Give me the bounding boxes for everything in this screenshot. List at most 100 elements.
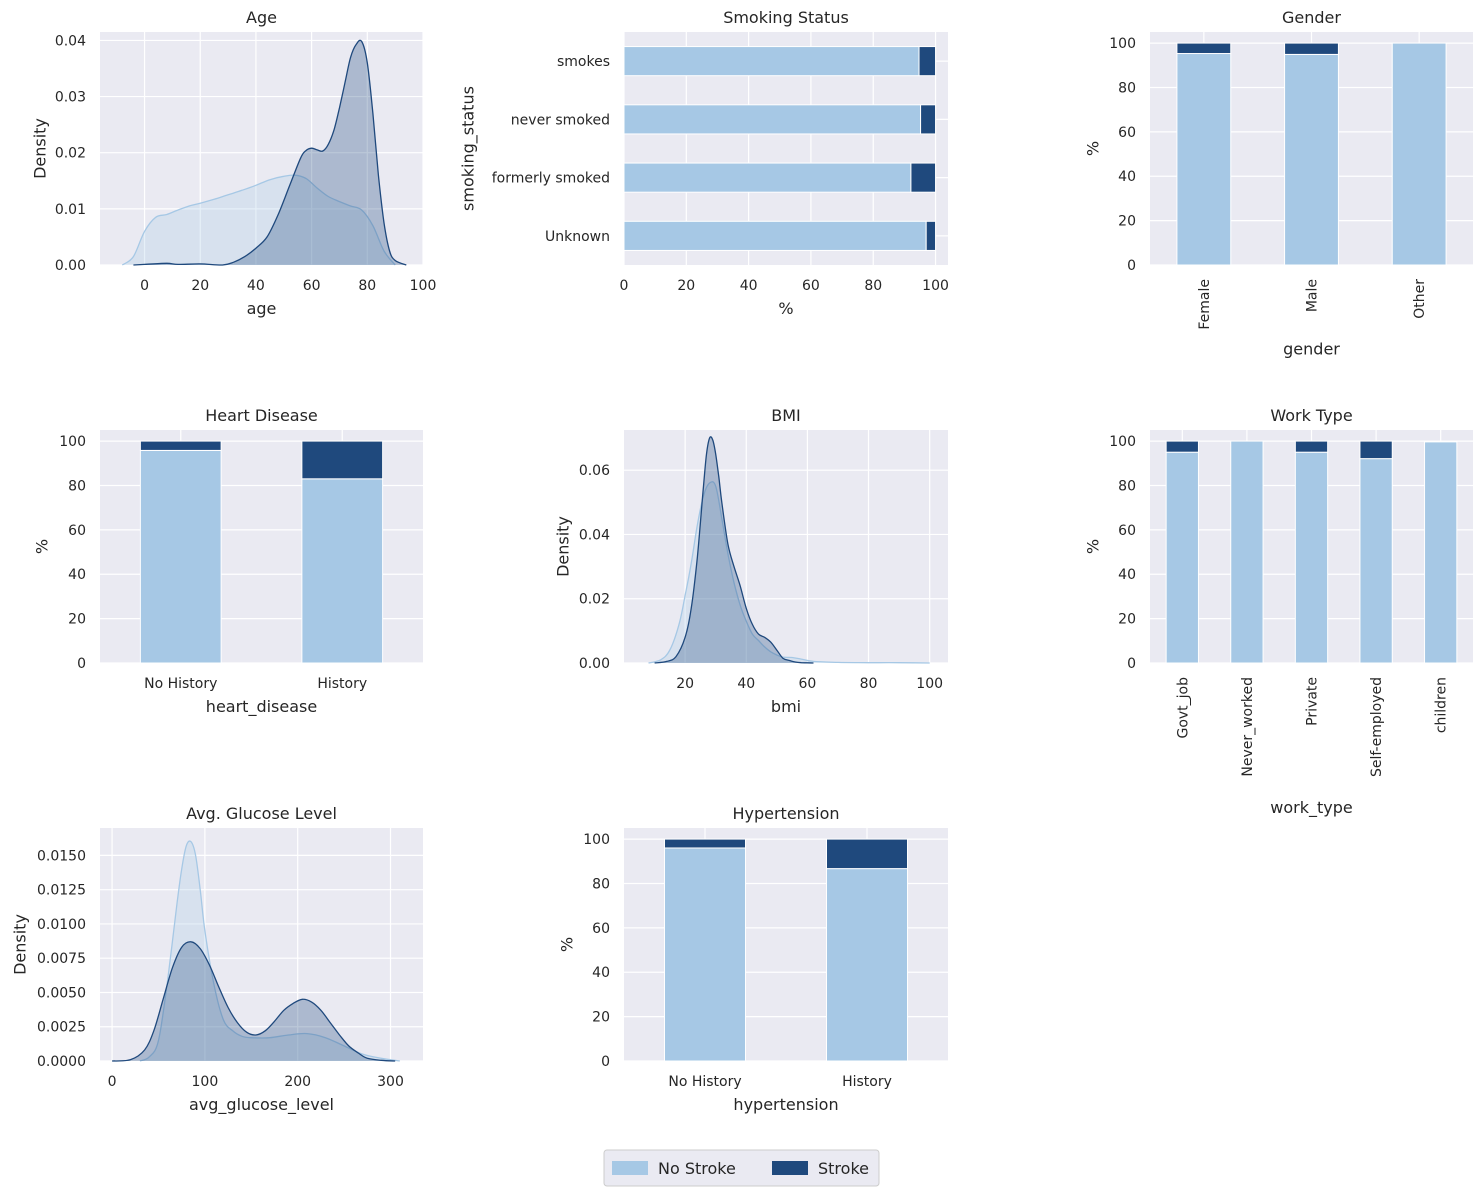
bar-no-stroke <box>301 478 384 664</box>
marks <box>623 46 937 251</box>
kde-line-stroke <box>654 436 814 664</box>
subplot-age: 0 20 40 60 80 100 0.00 0.01 0.02 0.03 0.04 Age age De… <box>31 8 437 318</box>
x-tick-label: 80 <box>860 676 878 692</box>
bar-no-stroke <box>1424 441 1458 664</box>
bar-stroke <box>1284 42 1339 55</box>
kde-fill-stroke <box>133 40 407 266</box>
x-tick-label: Female <box>1197 279 1213 330</box>
marks <box>1165 440 1458 664</box>
kde-line-stroke <box>133 39 407 266</box>
x-tick-label: 40 <box>247 278 265 294</box>
y-tick-label: 60 <box>592 921 610 937</box>
bar-no-stroke <box>1176 53 1232 266</box>
kde-fill-stroke <box>112 941 396 1061</box>
y-tick-label: 80 <box>68 478 86 494</box>
x-tick-label: 0 <box>108 1074 117 1090</box>
x-axis-label: gender <box>1283 340 1340 359</box>
bar-no-stroke <box>664 847 746 1062</box>
y-tick-label: 0.0050 <box>37 985 86 1001</box>
y-tick-label: formerly smoked <box>492 171 610 187</box>
ticks: 0 20 40 60 80 100 Govt_job Never_worked Private S… <box>1109 434 1449 777</box>
y-tick-label: 0.0075 <box>37 951 86 967</box>
kde-line-no-stroke <box>139 840 400 1062</box>
y-axis-label: Density <box>31 118 50 179</box>
y-axis-label: % <box>33 539 52 554</box>
y-tick-label: 20 <box>68 612 86 628</box>
chart-title: BMI <box>771 406 801 425</box>
y-tick-label: 100 <box>59 434 86 450</box>
x-tick-label: 100 <box>410 278 437 294</box>
chart-title: Hypertension <box>732 804 839 823</box>
y-axis-label: % <box>558 937 577 952</box>
x-tick-label: No History <box>144 676 217 692</box>
y-tick-label: 0.04 <box>579 527 610 543</box>
y-tick-label: 100 <box>1109 36 1136 52</box>
y-tick-label: 0 <box>601 1054 610 1070</box>
bar-stroke <box>664 838 746 849</box>
x-tick-label: Other <box>1412 279 1428 319</box>
x-tick-label: Self-employed <box>1369 677 1385 777</box>
ticks: 0 20 40 60 80 100 0.00 0.01 0.02 0.03 0.04 <box>55 33 437 294</box>
bar-no-stroke <box>826 868 908 1062</box>
bar-stroke <box>826 838 908 870</box>
y-axis-label: % <box>1084 141 1103 156</box>
y-tick-label: 0.04 <box>55 33 86 49</box>
bar-no-stroke <box>1294 451 1329 664</box>
x-tick-label: 0 <box>620 278 629 294</box>
y-tick-label: 0.0150 <box>37 848 86 864</box>
bar-stroke <box>1176 42 1232 55</box>
y-tick-label: 0.00 <box>55 258 86 274</box>
x-tick-label: Male <box>1305 279 1321 312</box>
x-axis-label: % <box>778 299 793 318</box>
ticks: 0 20 40 60 80 100 Unknown formerly smoked never … <box>492 54 949 294</box>
y-tick-label: 60 <box>1118 125 1136 141</box>
marks <box>139 440 384 664</box>
chart-title: Avg. Glucose Level <box>186 804 337 823</box>
marks <box>112 840 400 1062</box>
x-axis-label: age <box>247 299 277 318</box>
ticks: 0 20 40 60 80 100 No History History <box>583 832 892 1090</box>
x-tick-label: 60 <box>798 676 816 692</box>
ticks: 0 20 40 60 80 100 No History History <box>59 434 367 692</box>
legend-swatch-no-stroke <box>612 1161 648 1175</box>
y-tick-label: 0.0125 <box>37 883 86 899</box>
y-tick-label: 100 <box>583 832 610 848</box>
y-tick-label: 0 <box>77 656 86 672</box>
bar-stroke <box>918 46 937 77</box>
bar-stroke <box>301 440 384 480</box>
x-tick-label: 60 <box>303 278 321 294</box>
chart-title: Gender <box>1282 8 1341 27</box>
subplot-gender: 0 20 40 60 80 100 Female Male Other Gender gender% <box>1084 8 1473 359</box>
kde-line-no-stroke <box>121 174 396 266</box>
bar-no-stroke <box>1230 440 1264 664</box>
ticks: 0 100 200 300 0.0000 0.0025 0.0050 0.0075 0.0100… <box>37 848 404 1090</box>
y-tick-label: 60 <box>1118 523 1136 539</box>
marks <box>648 436 930 664</box>
plot-area <box>100 32 423 265</box>
x-tick-label: 200 <box>284 1074 311 1090</box>
y-tick-label: 20 <box>1118 612 1136 628</box>
bar-stroke <box>910 162 937 193</box>
x-tick-label: 40 <box>740 278 758 294</box>
subplot-bmi: 20 40 60 80 100 0.00 0.02 0.04 0.06 BMI bmi Density <box>554 406 948 716</box>
legend-label-no-stroke: No Stroke <box>658 1159 736 1178</box>
bar-no-stroke <box>623 46 920 77</box>
chart-title: Work Type <box>1270 406 1352 425</box>
y-tick-label: never smoked <box>511 112 610 128</box>
bar-no-stroke <box>1359 458 1393 664</box>
chart-title: Heart Disease <box>205 406 318 425</box>
x-tick-label: 40 <box>737 676 755 692</box>
legend-swatch-stroke <box>772 1161 808 1175</box>
bar-no-stroke <box>623 162 912 193</box>
y-axis-label: % <box>1084 539 1103 554</box>
y-tick-label: 40 <box>1118 567 1136 583</box>
grid <box>100 828 423 1062</box>
plot-area <box>100 828 423 1061</box>
y-axis-label: Density <box>554 516 573 577</box>
x-tick-label: 80 <box>358 278 376 294</box>
kde-fill-no-stroke <box>648 481 930 663</box>
bar-stroke <box>139 440 222 451</box>
x-tick-label: History <box>317 676 367 692</box>
y-tick-label: 0.02 <box>579 592 610 608</box>
x-tick-label: History <box>842 1074 892 1090</box>
